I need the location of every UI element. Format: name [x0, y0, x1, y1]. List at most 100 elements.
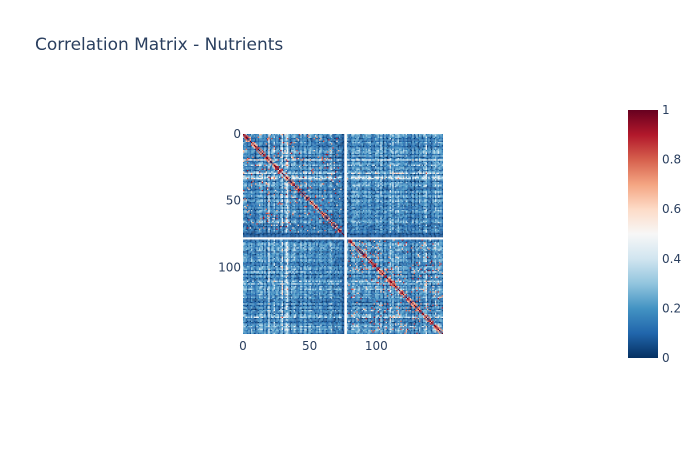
- heatmap-cell[interactable]: [288, 164, 290, 167]
- heatmap-cell[interactable]: [288, 170, 290, 172]
- heatmap-cell[interactable]: [415, 164, 417, 167]
- heatmap-cell[interactable]: [340, 156, 342, 159]
- heatmap-cell[interactable]: [315, 142, 317, 144]
- heatmap-cell[interactable]: [400, 158, 402, 160]
- heatmap-cell[interactable]: [393, 166, 396, 168]
- heatmap-cell[interactable]: [343, 166, 345, 168]
- heatmap-cell[interactable]: [309, 135, 312, 137]
- heatmap-cell[interactable]: [433, 152, 436, 155]
- heatmap-cell[interactable]: [400, 144, 402, 147]
- heatmap-cell[interactable]: [332, 174, 334, 176]
- heatmap-cell[interactable]: [400, 139, 402, 141]
- heatmap-cell[interactable]: [343, 151, 345, 153]
- heatmap-cell[interactable]: [325, 139, 328, 141]
- heatmap-cell[interactable]: [389, 168, 392, 171]
- heatmap-cell[interactable]: [317, 144, 320, 147]
- heatmap-cell[interactable]: [289, 154, 292, 156]
- heatmap-cell[interactable]: [413, 140, 416, 143]
- heatmap-cell[interactable]: [248, 151, 250, 153]
- heatmap-cell[interactable]: [268, 174, 270, 176]
- heatmap-cell[interactable]: [295, 144, 297, 147]
- heatmap-cell[interactable]: [352, 154, 354, 156]
- heatmap-cell[interactable]: [440, 142, 442, 144]
- heatmap-cell[interactable]: [329, 154, 332, 156]
- heatmap-cell[interactable]: [395, 148, 397, 151]
- heatmap-cell[interactable]: [348, 166, 350, 168]
- heatmap-cell[interactable]: [369, 170, 372, 172]
- heatmap-cell[interactable]: [353, 172, 356, 175]
- heatmap-cell[interactable]: [348, 175, 350, 177]
- heatmap-cell[interactable]: [263, 154, 265, 156]
- heatmap-cell[interactable]: [401, 144, 404, 147]
- heatmap-cell[interactable]: [381, 147, 384, 149]
- heatmap-cell[interactable]: [259, 143, 261, 145]
- heatmap-cell[interactable]: [303, 167, 305, 169]
- heatmap-cell[interactable]: [401, 155, 404, 157]
- heatmap-cell[interactable]: [349, 176, 352, 179]
- heatmap-cell[interactable]: [312, 174, 314, 176]
- heatmap-cell[interactable]: [397, 163, 400, 165]
- heatmap-cell[interactable]: [287, 151, 289, 153]
- heatmap-cell[interactable]: [292, 178, 294, 180]
- heatmap-cell[interactable]: [424, 160, 426, 163]
- heatmap-cell[interactable]: [383, 166, 385, 168]
- heatmap-cell[interactable]: [253, 162, 256, 164]
- heatmap-cell[interactable]: [296, 136, 298, 139]
- heatmap-cell[interactable]: [435, 155, 437, 157]
- heatmap-cell[interactable]: [285, 140, 288, 143]
- heatmap-cell[interactable]: [441, 139, 443, 141]
- heatmap-cell[interactable]: [279, 171, 281, 173]
- heatmap-cell[interactable]: [315, 175, 317, 177]
- heatmap-cell[interactable]: [360, 164, 362, 167]
- heatmap-cell[interactable]: [387, 167, 389, 169]
- heatmap-cell[interactable]: [408, 168, 410, 171]
- heatmap-cell[interactable]: [305, 162, 308, 164]
- heatmap-cell[interactable]: [309, 143, 312, 145]
- heatmap-cell[interactable]: [377, 175, 380, 177]
- heatmap-cell[interactable]: [368, 167, 370, 169]
- heatmap-cell[interactable]: [324, 171, 326, 173]
- heatmap-cell[interactable]: [255, 171, 257, 173]
- heatmap-cell[interactable]: [251, 174, 253, 176]
- heatmap-cell[interactable]: [373, 158, 376, 160]
- heatmap-cell[interactable]: [411, 155, 413, 157]
- heatmap-cell[interactable]: [308, 142, 310, 144]
- heatmap-cell[interactable]: [249, 168, 252, 171]
- heatmap-cell[interactable]: [284, 152, 286, 155]
- heatmap-cell[interactable]: [316, 134, 318, 136]
- heatmap-cell[interactable]: [379, 155, 381, 157]
- heatmap-cell[interactable]: [393, 144, 396, 147]
- heatmap-cell[interactable]: [320, 172, 322, 175]
- heatmap-cell[interactable]: [421, 164, 424, 167]
- heatmap-cell[interactable]: [325, 162, 328, 164]
- heatmap-cell[interactable]: [369, 155, 372, 157]
- heatmap-cell[interactable]: [359, 156, 361, 159]
- heatmap-cell[interactable]: [291, 151, 293, 153]
- heatmap-cell[interactable]: [263, 174, 265, 176]
- heatmap-cell[interactable]: [329, 150, 332, 152]
- heatmap-cell[interactable]: [328, 152, 330, 155]
- heatmap-cell[interactable]: [245, 147, 248, 149]
- heatmap-cell[interactable]: [255, 144, 257, 147]
- heatmap-cell[interactable]: [399, 147, 401, 149]
- heatmap-cell[interactable]: [392, 143, 394, 145]
- heatmap-cell[interactable]: [435, 162, 437, 164]
- heatmap-cell[interactable]: [436, 172, 438, 175]
- heatmap-cell[interactable]: [355, 170, 357, 172]
- heatmap-cell[interactable]: [273, 163, 276, 165]
- heatmap-cell[interactable]: [408, 164, 410, 167]
- heatmap-cell[interactable]: [380, 136, 382, 139]
- heatmap-cell[interactable]: [309, 136, 312, 139]
- heatmap-cell[interactable]: [297, 146, 300, 148]
- heatmap-cell[interactable]: [413, 176, 416, 179]
- heatmap-cell[interactable]: [337, 159, 340, 161]
- heatmap-cell[interactable]: [411, 134, 413, 136]
- heatmap-cell[interactable]: [416, 175, 418, 177]
- heatmap-cell[interactable]: [377, 164, 380, 167]
- heatmap-cell[interactable]: [288, 138, 290, 140]
- heatmap-cell[interactable]: [245, 138, 248, 140]
- heatmap-cell[interactable]: [327, 162, 329, 164]
- heatmap-cell[interactable]: [308, 140, 310, 143]
- heatmap-cell[interactable]: [396, 156, 398, 159]
- heatmap-cell[interactable]: [323, 170, 325, 172]
